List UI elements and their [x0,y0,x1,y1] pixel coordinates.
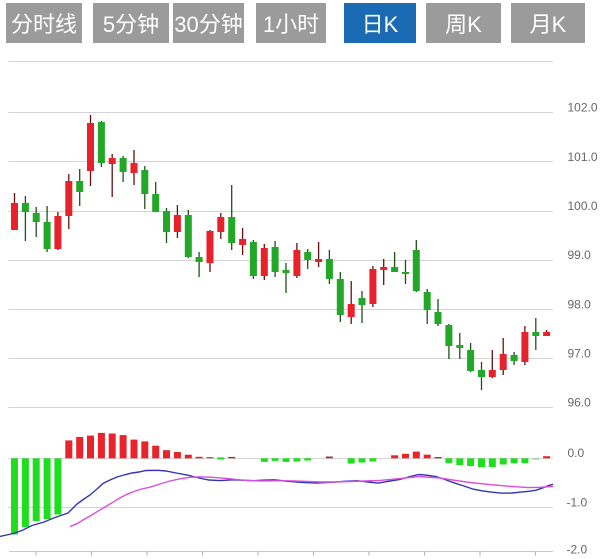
svg-text:101.0: 101.0 [568,150,598,164]
svg-text:102.0: 102.0 [568,101,598,115]
svg-text:0.0: 0.0 [568,446,585,460]
svg-text:96.0: 96.0 [568,396,592,410]
svg-text:100.0: 100.0 [568,199,598,213]
svg-text:97.0: 97.0 [568,347,592,361]
svg-text:98.0: 98.0 [568,297,592,311]
svg-text:99.0: 99.0 [568,248,592,262]
svg-text:-1.0: -1.0 [567,495,588,509]
svg-text:-2.0: -2.0 [567,543,588,557]
